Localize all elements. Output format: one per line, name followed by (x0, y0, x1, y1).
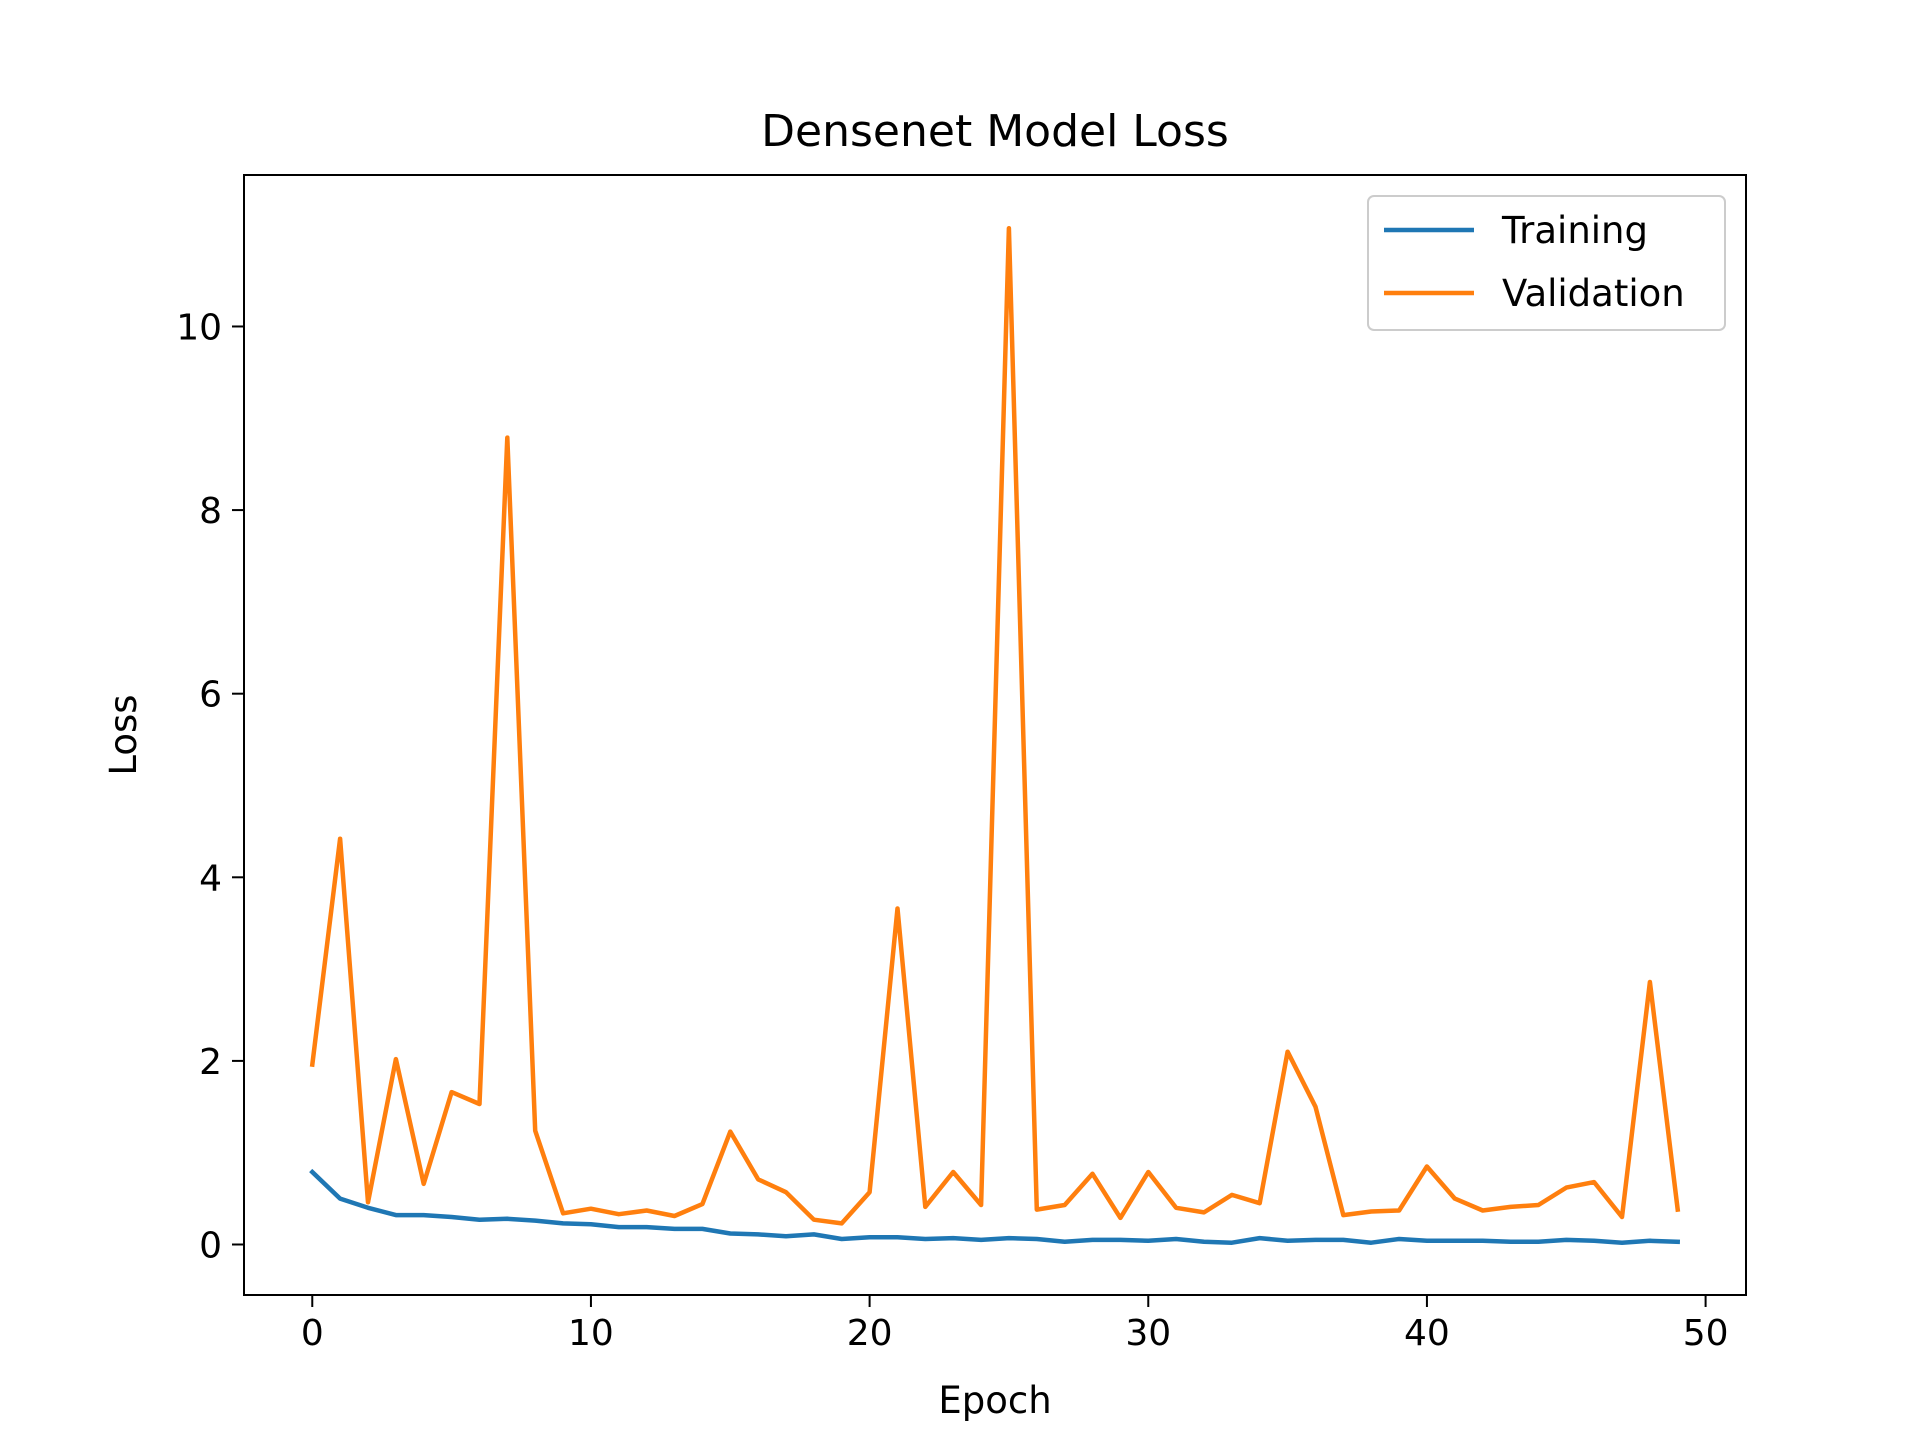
x-tick-label: 40 (1404, 1313, 1450, 1354)
x-axis-ticks: 0 10 20 30 40 50 (301, 1295, 1729, 1354)
series-line-training (309, 1168, 1681, 1245)
chart-title: Densenet Model Loss (761, 106, 1229, 157)
y-tick-label: 10 (176, 307, 222, 348)
y-tick-label: 2 (199, 1042, 222, 1083)
legend: Training Validation (1367, 195, 1726, 331)
y-tick-label: 6 (199, 675, 222, 716)
x-tick-label: 20 (847, 1313, 893, 1354)
plot-lines (309, 225, 1681, 1245)
x-tick-label: 10 (568, 1313, 614, 1354)
x-tick-label: 0 (301, 1313, 324, 1354)
x-axis-label: Epoch (938, 1379, 1051, 1422)
y-tick-label: 8 (199, 491, 222, 532)
y-tick-label: 4 (199, 858, 222, 899)
y-axis-ticks: 0 2 4 6 8 10 (176, 307, 244, 1267)
legend-label-training: Training (1501, 209, 1648, 252)
legend-label-validation: Validation (1502, 272, 1685, 315)
series-line-validation (309, 225, 1681, 1226)
plot-frame (243, 174, 1747, 1296)
y-axis-label: Loss (102, 694, 145, 775)
x-tick-label: 30 (1125, 1313, 1171, 1354)
y-tick-label: 0 (199, 1226, 222, 1267)
x-tick-label: 50 (1683, 1313, 1729, 1354)
